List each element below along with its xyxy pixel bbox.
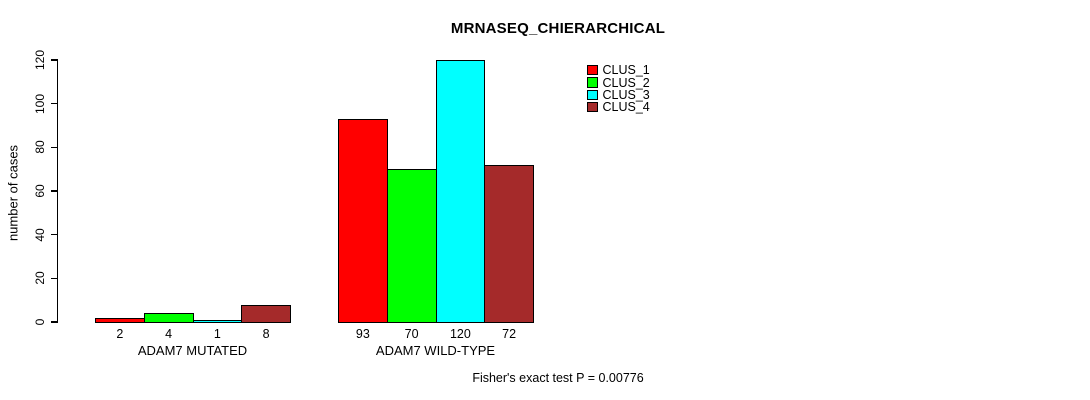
legend-swatch-clus_4 [587, 101, 598, 113]
legend-item-clus_1: CLUS_1 [587, 63, 650, 78]
bar-clus_4-group2 [484, 164, 534, 324]
y-tick-mark [50, 190, 58, 192]
y-tick-label: 100 [33, 93, 47, 114]
y-tick-label: 120 [33, 49, 47, 71]
y-tick-mark [50, 277, 58, 279]
legend-label: CLUS_3 [602, 87, 650, 102]
legend-swatch-clus_2 [587, 77, 598, 88]
y-tick-label: 80 [33, 140, 47, 155]
legend-label: CLUS_2 [602, 75, 650, 90]
y-tick-mark [50, 59, 58, 61]
y-tick-mark [50, 234, 58, 236]
bar-value-label: 93 [355, 326, 370, 341]
bar-value-label: 2 [116, 326, 124, 341]
chart-title: MRNASEQ_CHIERARCHICAL [450, 20, 666, 37]
legend-item-clus_3: CLUS_3 [587, 87, 650, 102]
legend-label: CLUS_1 [602, 63, 650, 78]
bar-value-label: 4 [165, 326, 173, 341]
bar-clus_3-group2 [435, 60, 486, 324]
y-tick-label: 20 [33, 271, 47, 286]
bar-clus_3-group1 [192, 319, 243, 324]
bar-value-label: 8 [262, 326, 270, 341]
bar-value-label: 70 [404, 326, 419, 341]
legend-label: CLUS_4 [602, 100, 650, 115]
x-category-label: ADAM7 WILD-TYPE [375, 343, 496, 358]
legend-item-clus_2: CLUS_2 [587, 75, 650, 90]
y-axis-label: number of cases [5, 144, 21, 242]
y-tick-mark [50, 321, 58, 323]
y-tick-mark [50, 146, 58, 148]
bar-clus_2-group1 [143, 313, 194, 324]
bar-value-label: 1 [213, 326, 221, 341]
bar-clus_2-group2 [386, 169, 437, 324]
bar-clus_1-group2 [338, 118, 388, 324]
x-category-label: ADAM7 MUTATED [137, 343, 248, 358]
y-axis-line [56, 60, 59, 323]
bar-clus_4-group1 [241, 304, 291, 324]
y-tick-label: 0 [33, 318, 47, 326]
y-tick-mark [50, 103, 58, 105]
legend: CLUS_1 CLUS_2 CLUS_3 CLUS_4 [587, 63, 650, 115]
bar-value-label: 72 [502, 326, 517, 341]
bar-value-label: 120 [449, 326, 471, 341]
y-tick-label: 60 [33, 184, 47, 198]
fisher-test-annotation: Fisher's exact test P = 0.00776 [472, 371, 644, 385]
legend-item-clus_4: CLUS_4 [587, 100, 650, 115]
legend-swatch-clus_1 [587, 64, 598, 76]
legend-swatch-clus_3 [587, 89, 598, 101]
bar-clus_1-group1 [95, 317, 145, 324]
y-tick-label: 40 [33, 227, 47, 242]
